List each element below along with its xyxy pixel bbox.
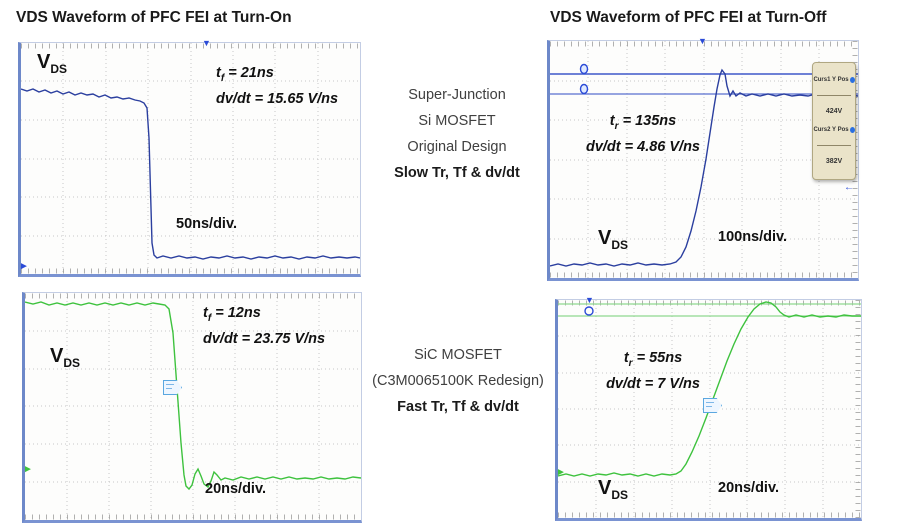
center-bottom-line3: Fast Tr, Tf & dv/dt <box>397 399 519 415</box>
trigger-level-icon: ► <box>23 464 33 475</box>
vds-label: VDS <box>598 477 629 502</box>
center-bottom-line2: (C3M0065100K Redesign) <box>372 373 544 389</box>
center-top-line2: Si MOSFET <box>418 113 496 129</box>
scope-turn-on-si: ▼ ► VDS tf = 21ns dv/dt = 15.65 V/ns 50n… <box>18 38 361 277</box>
center-top-line3: Original Design <box>407 139 507 155</box>
timebase-label: 50ns/div. <box>176 216 237 232</box>
center-label-top: Super-Junction Si MOSFET Original Design… <box>368 82 546 186</box>
title-turn-off: VDS Waveform of PFC FEI at Turn-Off <box>550 9 827 26</box>
vds-label: VDS <box>598 227 629 252</box>
center-top-line4: Slow Tr, Tf & dv/dt <box>394 165 520 181</box>
timebase-label: 20ns/div. <box>205 481 266 497</box>
trigger-level-icon: ► <box>556 467 566 478</box>
center-label-bottom: SiC MOSFET (C3M0065100K Redesign) Fast T… <box>358 342 558 420</box>
center-bottom-line1: SiC MOSFET <box>414 347 502 363</box>
edge-ticks <box>558 300 861 518</box>
center-top-line1: Super-Junction <box>408 87 506 103</box>
curs1-knob-icon <box>849 77 855 83</box>
annotation-turn-on-si: tf = 21ns dv/dt = 15.65 V/ns <box>216 65 339 107</box>
cursor2-handle-icon <box>579 83 589 95</box>
marker-arrow-icon: ← <box>844 182 854 193</box>
vds-trace-blue <box>550 68 858 267</box>
annotation-turn-off-sic: tr = 55ns dv/dt = 7 V/ns <box>606 350 700 392</box>
vds-label: VDS <box>50 345 81 370</box>
cursor-readout-panel: Curs1 Y Pos 424V Curs2 Y Pos 382V <box>812 62 856 180</box>
scope-turn-on-si-plot <box>21 43 360 274</box>
vds-trace-blue <box>21 88 360 260</box>
annotation-turn-on-sic: tf = 12ns dv/dt = 23.75 V/ns <box>203 305 326 347</box>
curs2-value: 382V <box>825 158 843 165</box>
scope-turn-on-sic-plot <box>25 293 361 520</box>
cursor1-handle-icon <box>579 63 589 75</box>
trigger-time-icon: ▼ <box>698 36 707 46</box>
curs2-label: Curs2 Y Pos <box>813 127 855 133</box>
annotation-turn-off-si: tr = 135ns dv/dt = 4.86 V/ns <box>585 113 701 155</box>
cursor-handle-icon <box>584 306 594 316</box>
curs1-value: 424V <box>825 108 843 115</box>
divider <box>817 95 851 96</box>
vds-trace-green <box>558 301 861 477</box>
trigger-time-icon: ▼ <box>202 38 211 48</box>
curs1-label: Curs1 Y Pos <box>813 77 855 83</box>
scope-turn-off-sic: ▼ ► tr = 55ns dv/dt = 7 V/ns VDS 20ns/di… <box>555 295 862 521</box>
divider <box>817 145 851 146</box>
vds-trace-green <box>25 301 361 491</box>
edge-ticks <box>25 293 361 520</box>
grid-lines <box>25 293 361 520</box>
trigger-level-icon: ► <box>19 261 29 272</box>
timebase-label: 20ns/div. <box>718 480 779 496</box>
level-flag-icon <box>703 398 722 413</box>
edge-ticks <box>550 41 858 278</box>
scope-turn-on-sic: ► VDS tf = 12ns dv/dt = 23.75 V/ns 20ns/… <box>22 292 362 523</box>
scope-turn-off-sic-plot <box>558 300 861 518</box>
trigger-time-icon: ▼ <box>585 295 594 305</box>
edge-ticks <box>21 43 360 274</box>
level-flag-icon <box>163 380 182 395</box>
curs2-knob-icon <box>849 127 855 133</box>
grid-lines <box>21 43 360 274</box>
vds-label: VDS <box>37 51 68 76</box>
title-turn-on: VDS Waveform of PFC FEI at Turn-On <box>16 9 292 26</box>
scope-turn-off-si: ▼ ← tr = 135ns dv/dt = 4.86 V/ns VDS 100… <box>547 36 859 281</box>
timebase-label: 100ns/div. <box>718 229 788 245</box>
